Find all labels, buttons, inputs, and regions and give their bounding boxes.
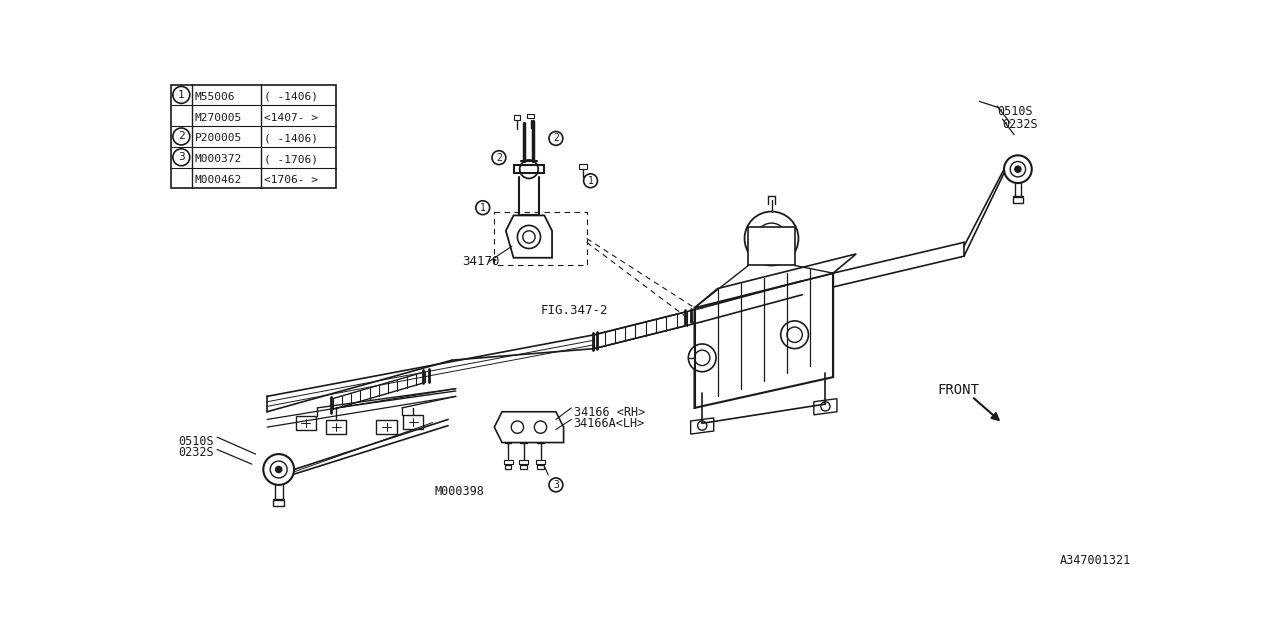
- Text: ( -1706): ( -1706): [264, 154, 317, 164]
- Bar: [376, 420, 397, 434]
- Circle shape: [584, 174, 598, 188]
- Bar: [506, 465, 511, 468]
- Polygon shape: [695, 254, 856, 308]
- Text: P200005: P200005: [195, 133, 242, 143]
- Circle shape: [820, 402, 829, 411]
- Bar: [326, 420, 347, 434]
- Bar: [513, 115, 520, 120]
- Text: 34166 <RH>: 34166 <RH>: [573, 406, 645, 419]
- Text: ( -1406): ( -1406): [264, 133, 317, 143]
- Circle shape: [264, 454, 294, 485]
- Circle shape: [765, 232, 778, 244]
- Text: 1: 1: [480, 203, 485, 212]
- Circle shape: [781, 321, 809, 349]
- Bar: [403, 415, 424, 429]
- Polygon shape: [691, 418, 714, 434]
- Text: 3: 3: [178, 152, 184, 163]
- Circle shape: [522, 231, 535, 243]
- Text: 2: 2: [178, 131, 184, 141]
- Circle shape: [275, 467, 282, 472]
- Polygon shape: [749, 227, 795, 266]
- Bar: [579, 164, 586, 169]
- Circle shape: [698, 421, 707, 430]
- Text: M000462: M000462: [195, 175, 242, 185]
- Text: <1706- >: <1706- >: [264, 175, 317, 185]
- Text: M000398: M000398: [434, 485, 484, 498]
- Circle shape: [534, 421, 547, 433]
- Text: 0232S: 0232S: [179, 447, 214, 460]
- Bar: [296, 417, 316, 430]
- Text: 2: 2: [553, 133, 559, 143]
- Circle shape: [520, 160, 538, 179]
- Text: 1: 1: [178, 90, 184, 100]
- Bar: [172, 84, 337, 188]
- Polygon shape: [506, 216, 552, 258]
- Text: <1407- >: <1407- >: [264, 113, 317, 123]
- Bar: [538, 465, 544, 468]
- Polygon shape: [494, 412, 563, 442]
- Circle shape: [476, 201, 490, 214]
- Bar: [1014, 197, 1023, 203]
- Circle shape: [549, 478, 563, 492]
- Circle shape: [1015, 166, 1021, 172]
- Text: 34170: 34170: [462, 255, 499, 268]
- Bar: [527, 114, 534, 118]
- Text: A347001321: A347001321: [1060, 554, 1132, 567]
- Circle shape: [745, 212, 799, 266]
- Circle shape: [173, 128, 189, 145]
- Text: M270005: M270005: [195, 113, 242, 123]
- Bar: [521, 465, 526, 468]
- Polygon shape: [814, 399, 837, 415]
- Text: 1: 1: [588, 176, 594, 186]
- Circle shape: [173, 148, 189, 166]
- Circle shape: [689, 344, 716, 372]
- Circle shape: [1004, 156, 1032, 183]
- Text: M55006: M55006: [195, 92, 236, 102]
- Circle shape: [549, 131, 563, 145]
- Circle shape: [511, 421, 524, 433]
- Text: 0232S: 0232S: [1002, 118, 1038, 131]
- Text: FIG.347-2: FIG.347-2: [540, 304, 608, 317]
- Circle shape: [517, 225, 540, 248]
- Text: 34166A<LH>: 34166A<LH>: [573, 417, 645, 430]
- Bar: [274, 500, 284, 506]
- Circle shape: [173, 86, 189, 104]
- Text: 2: 2: [495, 153, 502, 163]
- Circle shape: [756, 223, 787, 254]
- Text: 3: 3: [553, 480, 559, 490]
- Polygon shape: [695, 273, 833, 408]
- Circle shape: [492, 150, 506, 164]
- Text: 0510S: 0510S: [997, 104, 1033, 118]
- Circle shape: [1010, 161, 1025, 177]
- Text: FRONT: FRONT: [937, 383, 979, 397]
- Text: 0510S: 0510S: [179, 435, 214, 448]
- Circle shape: [270, 461, 287, 478]
- Text: M000372: M000372: [195, 154, 242, 164]
- Text: ( -1406): ( -1406): [264, 92, 317, 102]
- Circle shape: [787, 327, 803, 342]
- Circle shape: [695, 350, 710, 365]
